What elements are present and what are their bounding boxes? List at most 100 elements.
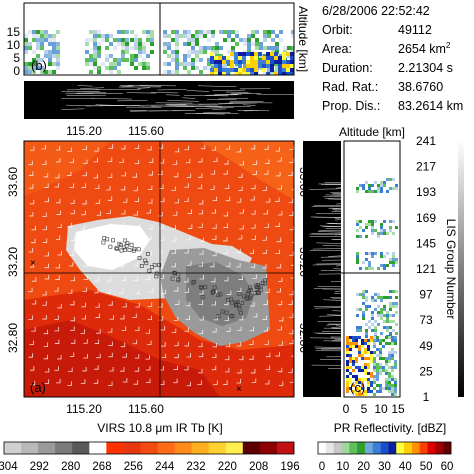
wind-marker <box>108 144 114 149</box>
wind-marker <box>238 275 243 280</box>
wind-marker <box>171 224 176 230</box>
reflectivity-cell <box>36 42 40 46</box>
reflectivity-cell <box>183 30 187 34</box>
reflectivity-cell <box>380 226 383 229</box>
reflectivity-cell <box>93 38 97 42</box>
wind-marker <box>251 210 256 215</box>
reflectivity-cell <box>358 378 361 381</box>
wind-marker <box>120 185 126 191</box>
wind-marker <box>263 170 269 175</box>
reflectivity-cell <box>218 72 222 75</box>
reflectivity-cell <box>370 381 373 384</box>
reflectivity-cell <box>109 70 113 74</box>
reflectivity-cell <box>222 60 226 64</box>
reflectivity-cell <box>359 326 362 329</box>
wind-marker <box>172 211 178 216</box>
reflectivity-cell <box>374 326 377 329</box>
reflectivity-cell <box>274 72 278 75</box>
reflectivity-cell <box>383 181 386 184</box>
lis-group <box>154 274 159 279</box>
wind-marker <box>171 237 177 242</box>
lightning-trace <box>77 85 93 87</box>
lightning-trace <box>314 346 341 348</box>
lightning-trace <box>335 219 341 221</box>
reflectivity-cell <box>191 50 195 54</box>
reflectivity-cell <box>362 184 365 187</box>
info-value: 49112 <box>398 23 432 37</box>
reflectivity-cell <box>356 229 359 232</box>
wind-marker <box>108 301 113 306</box>
reflectivity-cell <box>40 46 44 50</box>
reflectivity-cell <box>391 357 394 360</box>
reflectivity-cell <box>125 58 129 62</box>
lightning-trace <box>218 102 257 104</box>
wind-marker <box>134 326 140 332</box>
wind-marker <box>224 367 230 373</box>
lightning-trace <box>173 106 223 108</box>
reflectivity-cell <box>365 290 368 293</box>
wind-marker <box>250 301 255 307</box>
reflectivity-cell <box>376 375 379 378</box>
wind-marker <box>81 315 87 320</box>
reflectivity-cell <box>391 366 394 369</box>
panel-a-ytick-left: 33.60 <box>6 167 20 197</box>
reflectivity-cell <box>105 34 109 38</box>
reflectivity-cell <box>223 30 227 34</box>
reflectivity-cell <box>346 348 349 351</box>
reflectivity-cell <box>227 38 231 42</box>
wind-marker <box>70 236 75 241</box>
wind-marker <box>29 366 35 371</box>
reflectivity-cell <box>113 66 117 70</box>
lightning-trace <box>80 87 105 89</box>
reflectivity-cell <box>355 345 358 348</box>
wind-marker <box>173 172 179 178</box>
reflectivity-cell <box>56 42 60 46</box>
reflectivity-cell <box>383 308 386 311</box>
wind-marker <box>83 262 88 267</box>
reflectivity-cell <box>246 52 250 56</box>
wind-marker <box>187 224 193 229</box>
reflectivity-cell <box>361 342 364 345</box>
colorbar-tick: 220 <box>218 461 237 473</box>
reflectivity-cell <box>364 366 367 369</box>
wind-marker <box>236 147 242 153</box>
wind-marker <box>30 380 36 386</box>
reflectivity-cell <box>349 381 352 384</box>
reflectivity-cell <box>374 252 377 255</box>
reflectivity-cell <box>191 66 195 70</box>
reflectivity-cell <box>388 351 391 354</box>
reflectivity-cell <box>358 387 361 390</box>
wind-marker <box>135 224 141 229</box>
wind-marker <box>239 209 244 214</box>
reflectivity-cell <box>243 42 247 46</box>
wind-marker <box>145 378 151 383</box>
wind-marker <box>265 288 270 293</box>
reflectivity-cell <box>238 56 242 60</box>
wind-marker <box>134 159 140 164</box>
colorbar-tick: 244 <box>155 461 175 473</box>
panel-a-frame <box>23 140 295 398</box>
reflectivity-cell <box>93 30 97 34</box>
reflectivity-cell <box>246 60 250 64</box>
reflectivity-cell <box>117 42 121 46</box>
reflectivity-cell <box>359 235 362 238</box>
wind-marker <box>28 211 34 217</box>
wind-marker <box>83 275 88 281</box>
panel-c-ytick: 97 <box>419 288 433 302</box>
panel-c-ytick: 49 <box>419 339 433 353</box>
reflectivity-cell <box>125 30 129 34</box>
reflectivity-cell <box>395 290 398 293</box>
colorbar-swatch <box>341 442 350 454</box>
panel-b-ytick: 0 <box>13 64 20 78</box>
reflectivity-cell <box>286 64 290 68</box>
reflectivity-cell <box>371 299 374 302</box>
reflectivity-cell <box>203 66 207 70</box>
reflectivity-cell <box>230 64 234 68</box>
reflectivity-cell <box>218 60 222 64</box>
wind-marker <box>82 199 87 205</box>
colorbar-swatch <box>4 442 22 454</box>
wind-marker <box>134 354 140 359</box>
wind-marker <box>198 262 203 267</box>
reflectivity-cell <box>386 320 389 323</box>
colorbar-swatch <box>372 442 381 454</box>
